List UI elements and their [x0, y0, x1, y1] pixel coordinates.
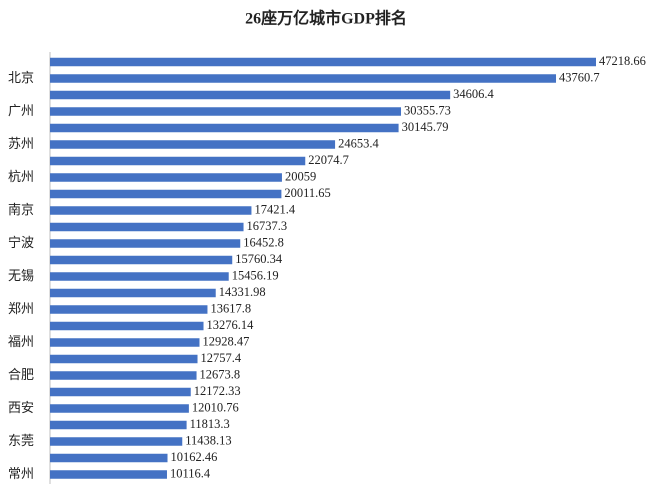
value-label: 24653.4 — [338, 136, 379, 150]
value-label: 34606.4 — [453, 87, 494, 101]
y-tick-label: 福州 — [8, 335, 34, 350]
value-label: 10162.46 — [171, 450, 218, 464]
bar — [50, 107, 402, 116]
bar — [50, 272, 229, 281]
bar — [50, 305, 208, 314]
value-label: 15456.19 — [232, 268, 279, 282]
bar — [50, 420, 187, 430]
y-tick-label: 北京 — [8, 71, 34, 86]
value-label: 47218.66 — [599, 54, 646, 68]
bar — [50, 222, 244, 232]
bar — [50, 437, 183, 446]
bar — [50, 239, 241, 248]
bar — [50, 140, 336, 149]
value-label: 12010.76 — [192, 400, 239, 414]
y-tick-label: 东莞 — [8, 434, 34, 449]
y-tick-label: 南京 — [8, 202, 34, 218]
value-label: 13617.8 — [210, 301, 251, 315]
y-tick-label: 宁波 — [8, 235, 34, 251]
bar — [50, 387, 191, 397]
bar — [50, 57, 596, 67]
y-tick-label: 苏州 — [8, 136, 34, 152]
value-label: 17421.4 — [254, 202, 295, 216]
value-label: 15760.34 — [235, 252, 283, 266]
bar — [50, 371, 197, 380]
bar — [50, 206, 252, 215]
bar — [50, 189, 282, 199]
value-label: 12757.4 — [201, 351, 242, 365]
value-label: 22074.7 — [308, 153, 349, 167]
y-tick-label: 常州 — [8, 467, 34, 482]
bar — [50, 173, 282, 182]
bar — [50, 470, 167, 479]
value-label: 30355.73 — [404, 103, 451, 117]
bar — [50, 156, 306, 166]
value-label: 30145.79 — [402, 120, 449, 134]
value-label: 14331.98 — [219, 285, 266, 299]
value-label: 12673.8 — [200, 367, 241, 381]
value-label: 12928.47 — [202, 334, 249, 348]
value-label: 16452.8 — [243, 235, 284, 249]
value-label: 20059 — [285, 169, 316, 183]
bar — [50, 453, 168, 463]
y-tick-label: 广州 — [8, 104, 34, 119]
y-tick-label: 无锡 — [8, 269, 34, 284]
bar — [50, 90, 451, 100]
value-label: 12172.33 — [194, 384, 241, 398]
bar — [50, 404, 189, 413]
y-tick-label: 西安 — [8, 401, 34, 416]
bar — [50, 123, 399, 133]
y-tick-label: 郑州 — [8, 302, 34, 317]
value-label: 11438.13 — [185, 433, 231, 447]
value-label: 16737.3 — [247, 219, 288, 233]
bar — [50, 321, 204, 331]
value-label: 10116.4 — [170, 466, 211, 480]
chart-title: 26座万亿城市GDP排名 — [245, 9, 407, 28]
bar — [50, 255, 233, 265]
value-label: 11813.3 — [190, 417, 230, 431]
y-tick-label: 杭州 — [8, 170, 34, 185]
value-label: 43760.7 — [559, 70, 600, 84]
y-tick-label: 合肥 — [8, 368, 34, 383]
bar — [50, 288, 216, 298]
bar — [50, 74, 557, 83]
value-label: 13276.14 — [207, 318, 255, 332]
bar — [50, 354, 198, 364]
bar — [50, 338, 200, 347]
value-label: 20011.65 — [284, 186, 330, 200]
